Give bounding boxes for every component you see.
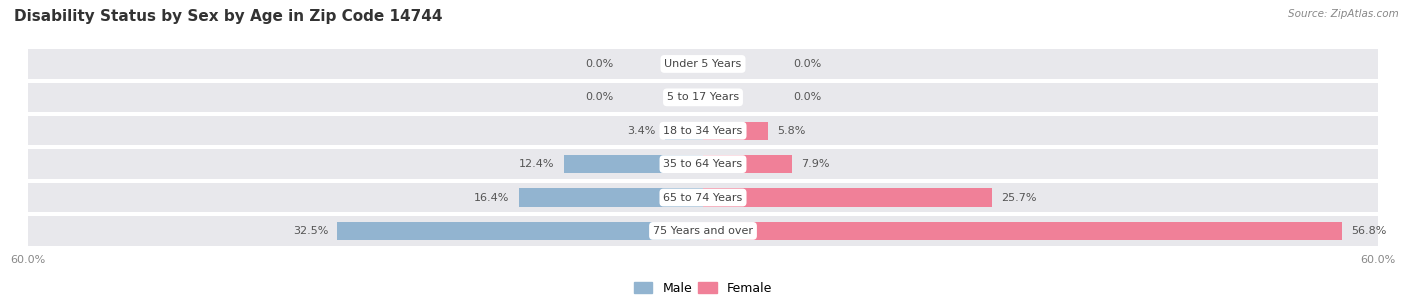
Bar bbox=[28, 116, 1378, 145]
Text: 0.0%: 0.0% bbox=[585, 59, 613, 69]
Bar bbox=[703, 188, 993, 207]
Text: Disability Status by Sex by Age in Zip Code 14744: Disability Status by Sex by Age in Zip C… bbox=[14, 9, 443, 24]
Text: 32.5%: 32.5% bbox=[292, 226, 329, 236]
Bar bbox=[28, 216, 1378, 246]
Text: 65 to 74 Years: 65 to 74 Years bbox=[664, 192, 742, 202]
Bar bbox=[564, 155, 703, 173]
Text: 0.0%: 0.0% bbox=[793, 92, 821, 102]
Bar bbox=[665, 122, 703, 140]
Bar bbox=[28, 83, 1378, 112]
Text: 35 to 64 Years: 35 to 64 Years bbox=[664, 159, 742, 169]
Bar bbox=[519, 188, 703, 207]
Text: 25.7%: 25.7% bbox=[1001, 192, 1036, 202]
Bar bbox=[703, 155, 792, 173]
Text: 3.4%: 3.4% bbox=[627, 126, 655, 136]
Text: 75 Years and over: 75 Years and over bbox=[652, 226, 754, 236]
Legend: Male, Female: Male, Female bbox=[628, 277, 778, 300]
Text: Under 5 Years: Under 5 Years bbox=[665, 59, 741, 69]
Text: 5 to 17 Years: 5 to 17 Years bbox=[666, 92, 740, 102]
Text: 12.4%: 12.4% bbox=[519, 159, 554, 169]
Bar bbox=[703, 122, 768, 140]
Text: 56.8%: 56.8% bbox=[1351, 226, 1386, 236]
Bar bbox=[337, 222, 703, 240]
Bar bbox=[703, 222, 1341, 240]
Bar bbox=[28, 49, 1378, 79]
Text: 7.9%: 7.9% bbox=[801, 159, 830, 169]
Bar bbox=[28, 150, 1378, 179]
Text: 0.0%: 0.0% bbox=[793, 59, 821, 69]
Text: 5.8%: 5.8% bbox=[778, 126, 806, 136]
Text: Source: ZipAtlas.com: Source: ZipAtlas.com bbox=[1288, 9, 1399, 19]
Text: 0.0%: 0.0% bbox=[585, 92, 613, 102]
Bar bbox=[28, 183, 1378, 212]
Text: 18 to 34 Years: 18 to 34 Years bbox=[664, 126, 742, 136]
Text: 16.4%: 16.4% bbox=[474, 192, 509, 202]
